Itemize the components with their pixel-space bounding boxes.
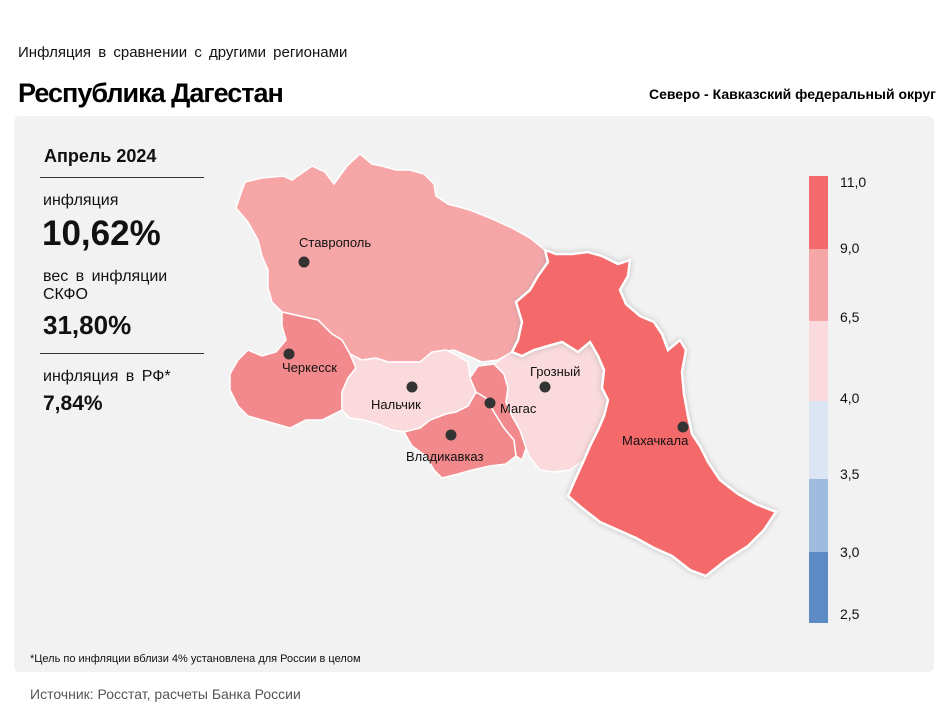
- weight-value: 31,80%: [40, 310, 204, 354]
- legend-label-6: 3,0: [840, 544, 860, 560]
- legend-seg-2: [809, 249, 828, 321]
- page-title: Республика Дагестан: [18, 78, 284, 108]
- subtitle: Инфляция в сравнении с другими регионами: [18, 44, 348, 61]
- city-dot-makhachkala: [677, 421, 689, 433]
- city-dot-cherkessk: [283, 348, 295, 360]
- inflation-label: инфляция: [43, 192, 119, 209]
- city-dot-vladikavkaz: [445, 429, 457, 441]
- district-label: Северо - Кавказский федеральный округ: [648, 86, 936, 102]
- region-makhachkala[interactable]: [510, 248, 778, 578]
- legend-label-5: 3,5: [840, 466, 860, 482]
- city-label-makhachkala: Махачкала: [622, 433, 689, 448]
- city-dot-magas: [484, 397, 496, 409]
- city-label-grozny: Грозный: [530, 364, 580, 379]
- region-cherkessk[interactable]: [229, 311, 357, 429]
- city-label-magas: Магас: [500, 401, 537, 416]
- city-dot-grozny: [539, 381, 551, 393]
- city-label-cherkessk: Черкесск: [282, 360, 337, 375]
- legend-seg-1: [809, 176, 828, 249]
- period-label: Апрель 2024: [40, 146, 204, 178]
- legend-label-3: 6,5: [840, 309, 860, 325]
- city-label-nalchik: Нальчик: [371, 397, 421, 412]
- legend-label-4: 4,0: [840, 390, 860, 406]
- city-dot-nalchik: [406, 381, 418, 393]
- inflation-value: 10,62%: [42, 214, 161, 253]
- legend-seg-3: [809, 321, 828, 401]
- legend-seg-5: [809, 479, 828, 552]
- source-note: Источник: Росстат, расчеты Банка России: [30, 686, 301, 702]
- legend-seg-6: [809, 552, 828, 623]
- legend-seg-4: [809, 401, 828, 479]
- legend-label-2: 9,0: [840, 240, 860, 256]
- legend-label-1: 11,0: [840, 174, 867, 190]
- city-label-vladikavkaz: Владикавказ: [406, 449, 484, 464]
- legend-label-7: 2,5: [840, 606, 860, 622]
- city-label-stavropol: Ставрополь: [299, 235, 371, 250]
- city-dot-stavropol: [298, 256, 310, 268]
- stats-block: Апрель 2024 инфляция 10,62% вес в инфляц…: [40, 146, 204, 416]
- rf-inflation-label: инфляция в РФ*: [43, 368, 171, 385]
- weight-label: вес в инфляции СКФО: [43, 268, 168, 303]
- rf-inflation-value: 7,84%: [43, 392, 103, 415]
- color-legend: [809, 176, 828, 623]
- footnote: *Цель по инфляции вблизи 4% установлена …: [30, 653, 361, 665]
